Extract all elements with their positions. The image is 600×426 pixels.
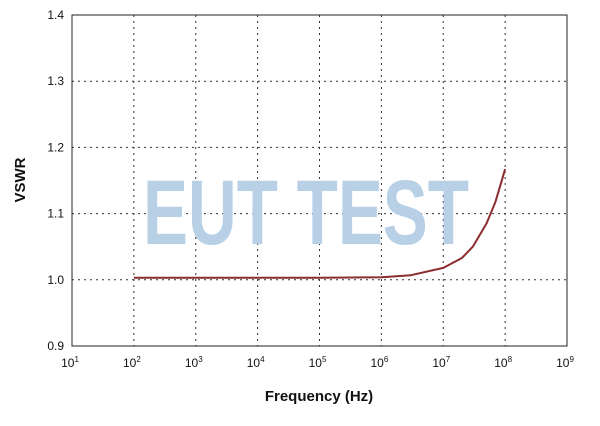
x-axis-label: Frequency (Hz) bbox=[265, 388, 373, 405]
plot-frame bbox=[71, 14, 568, 347]
x-tick-label: 102 bbox=[123, 355, 141, 370]
x-tick-label: 101 bbox=[61, 355, 79, 370]
y-ticks: 0.9 1.0 1.1 1.2 1.3 1.4 bbox=[47, 8, 64, 353]
x-ticks: 101 102 103 104 105 106 107 108 109 bbox=[61, 355, 574, 370]
y-tick-label: 1.0 bbox=[47, 273, 64, 287]
y-tick-label: 1.2 bbox=[47, 140, 64, 154]
x-tick-label: 103 bbox=[185, 355, 203, 370]
x-tick-label: 107 bbox=[432, 355, 450, 370]
y-tick-label: 0.9 bbox=[47, 339, 64, 353]
x-tick-label: 106 bbox=[370, 355, 388, 370]
x-tick-label: 108 bbox=[494, 355, 512, 370]
vswr-line bbox=[133, 168, 507, 279]
y-tick-label: 1.4 bbox=[47, 8, 64, 22]
x-tick-label: 105 bbox=[309, 355, 327, 370]
series bbox=[133, 168, 507, 279]
x-tick-label: 104 bbox=[247, 355, 265, 370]
y-axis-label: VSWR bbox=[12, 157, 29, 202]
y-tick-label: 1.1 bbox=[47, 207, 64, 221]
y-tick-label: 1.3 bbox=[47, 74, 64, 88]
x-tick-label: 109 bbox=[556, 355, 574, 370]
watermark: EUT TEST bbox=[143, 162, 469, 264]
